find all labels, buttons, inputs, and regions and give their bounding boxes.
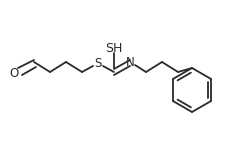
Text: S: S [94,56,102,69]
Text: SH: SH [105,41,123,54]
Text: N: N [126,56,134,69]
Text: O: O [9,67,19,80]
